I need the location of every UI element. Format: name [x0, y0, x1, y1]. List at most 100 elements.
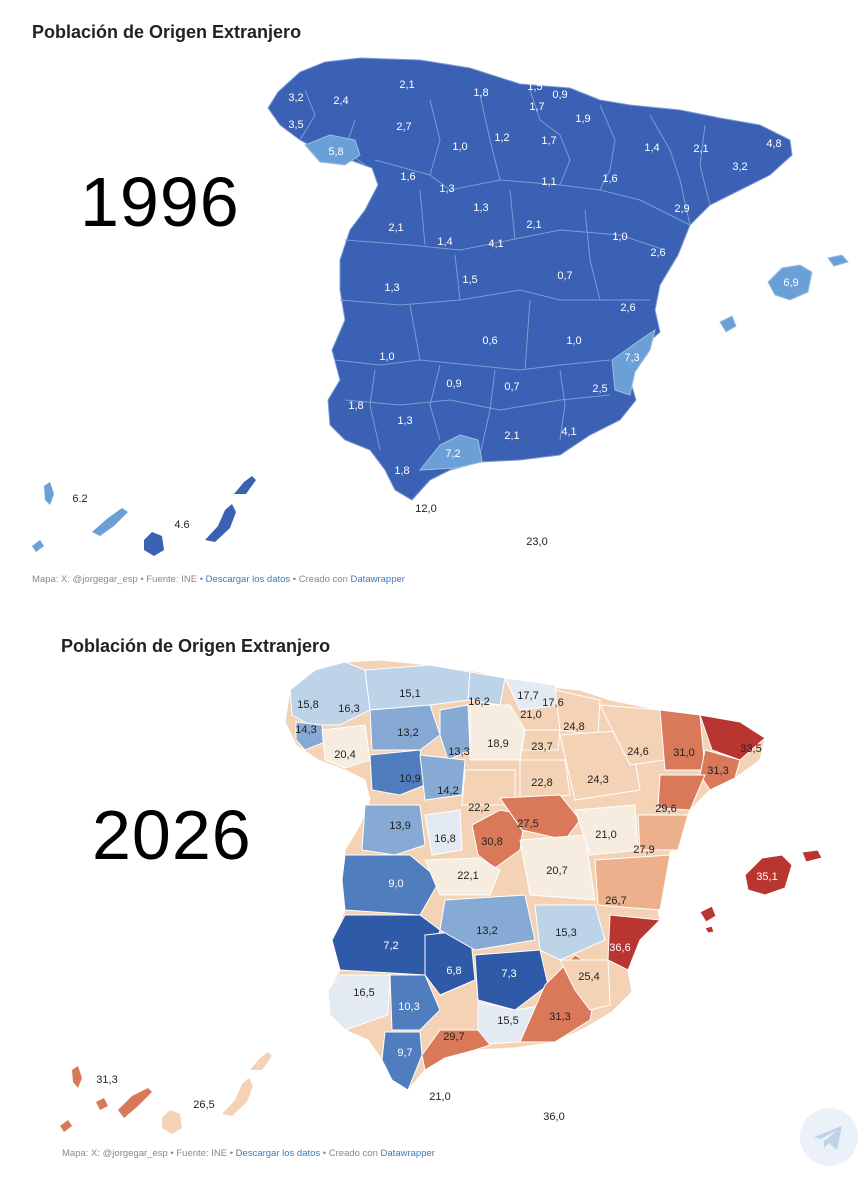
- download-data-link[interactable]: Descargar los datos: [205, 574, 291, 585]
- label-valencia: 26,7: [605, 895, 626, 907]
- region-valladolid: [419, 754, 466, 801]
- label-albacete: 15,3: [555, 927, 576, 939]
- label-murcia: 25,4: [578, 971, 599, 983]
- island-el-hierro: [60, 1120, 72, 1132]
- year-label: 1996: [80, 163, 240, 241]
- map-footer: Mapa: X: @jorgegar_esp • Fuente: INE • D…: [32, 574, 405, 585]
- label-alicante: 7,3: [624, 352, 639, 364]
- label-murcia: 2,5: [592, 383, 607, 395]
- label-asturias: 2,1: [399, 79, 414, 91]
- label-zaragoza: 1,6: [602, 173, 617, 185]
- map-panel-2026: Población de Origen Extranjero 2026: [0, 610, 864, 1200]
- region-almeria-border: [559, 959, 611, 1011]
- label-tarragona: 29,6: [655, 803, 676, 815]
- label-cuenca: 0,7: [557, 270, 572, 282]
- label-la-rioja: 1,7: [541, 135, 556, 147]
- label-cantabria: 16,2: [468, 696, 489, 708]
- datawrapper-link[interactable]: Datawrapper: [350, 574, 405, 585]
- region-madrid: [471, 809, 526, 869]
- label-las-palmas: 4.6: [174, 519, 189, 531]
- datawrapper-link[interactable]: Datawrapper: [380, 1148, 435, 1159]
- value-labels: 15,8 15,1 16,2 17,7 17,6 16,3 21,0 24,8 …: [96, 688, 777, 1123]
- footer-created-with: • Creado con: [292, 574, 348, 585]
- region-castellon: [637, 814, 689, 851]
- label-jaen: 7,3: [501, 968, 516, 980]
- island-menorca: [801, 849, 823, 863]
- label-guadalajara: 27,5: [517, 818, 538, 830]
- label-cuenca: 20,7: [546, 865, 567, 877]
- region-toledo: [424, 857, 501, 896]
- label-guadalajara: 2,1: [526, 219, 541, 231]
- label-palencia: 13,3: [448, 746, 469, 758]
- region-salamanca: [361, 804, 426, 856]
- label-salamanca: 13,9: [389, 820, 410, 832]
- region-cuenca: [519, 834, 596, 901]
- label-caceres: 1,3: [384, 282, 399, 294]
- label-bizkaia: 1,5: [527, 81, 542, 93]
- label-badajoz: 1,0: [379, 351, 394, 363]
- label-malaga: 29,7: [443, 1031, 464, 1043]
- label-pontevedra: 14,3: [295, 724, 316, 736]
- label-lleida: 31,0: [673, 747, 694, 759]
- island-mallorca: [744, 854, 793, 896]
- label-tarragona: 2,9: [674, 203, 689, 215]
- region-valencia: [594, 854, 671, 911]
- label-jaen: 0,7: [504, 381, 519, 393]
- label-las-palmas: 26,5: [193, 1099, 214, 1111]
- island-lanzarote: [250, 1052, 272, 1070]
- label-leon: 13,2: [397, 727, 418, 739]
- label-palencia: 1,0: [452, 141, 467, 153]
- island-lanzarote: [234, 476, 256, 494]
- label-ciudad-real: 13,2: [476, 925, 497, 937]
- label-albacete: 1,0: [566, 335, 581, 347]
- label-soria: 22,8: [531, 777, 552, 789]
- region-soria: [519, 759, 571, 801]
- label-melilla: 36,0: [543, 1111, 564, 1123]
- island-la-palma: [72, 1066, 82, 1088]
- region-girona: [699, 714, 766, 761]
- island-mallorca: [767, 264, 813, 301]
- label-valencia: 2,6: [620, 302, 635, 314]
- label-alava: 21,0: [520, 709, 541, 721]
- map-panel-1996: Población de Origen Extranjero 1996: [32, 22, 849, 585]
- label-alava: 1,7: [529, 101, 544, 113]
- label-toledo: 22,1: [457, 870, 478, 882]
- footer-source: Mapa: X: @jorgegar_esp • Fuente: INE •: [32, 574, 204, 585]
- label-gipuzkoa: 17,6: [542, 697, 563, 709]
- label-avila: 1,4: [437, 236, 452, 248]
- download-data-link[interactable]: Descargar los datos: [235, 1148, 321, 1159]
- region-guadalajara: [499, 794, 581, 841]
- label-burgos: 18,9: [487, 738, 508, 750]
- label-a-coruna: 15,8: [297, 699, 318, 711]
- label-ourense: 20,4: [334, 749, 355, 761]
- label-lleida: 2,1: [693, 143, 708, 155]
- label-sc-tenerife: 6.2: [72, 493, 87, 505]
- label-zaragoza: 24,3: [587, 774, 608, 786]
- label-huelva: 16,5: [353, 987, 374, 999]
- label-valladolid: 1,3: [439, 183, 454, 195]
- region-teruel: [574, 804, 639, 856]
- label-sc-tenerife: 31,3: [96, 1074, 117, 1086]
- province-boundaries: [299, 89, 711, 456]
- label-baleares: 6,9: [783, 277, 798, 289]
- label-burgos: 1,2: [494, 132, 509, 144]
- region-barcelona: [699, 749, 741, 791]
- label-zamora: 10,9: [399, 773, 420, 785]
- footer-created-with: • Creado con: [322, 1148, 378, 1159]
- island-fuerteventura: [222, 1078, 253, 1116]
- island-menorca: [827, 254, 849, 267]
- label-sevilla: 1,3: [397, 415, 412, 427]
- island-la-gomera: [96, 1098, 108, 1110]
- island-el-hierro: [32, 540, 44, 552]
- label-avila: 16,8: [434, 833, 455, 845]
- label-ceuta: 12,0: [415, 503, 436, 515]
- label-navarra: 1,9: [575, 113, 590, 125]
- label-barcelona: 31,3: [707, 765, 728, 777]
- label-alicante: 36,6: [609, 942, 630, 954]
- label-cordoba: 0,9: [446, 378, 461, 390]
- island-tenerife: [92, 508, 128, 536]
- label-almeria: 31,3: [549, 1011, 570, 1023]
- island-gran-canaria: [144, 532, 164, 556]
- label-asturias: 15,1: [399, 688, 420, 700]
- label-soria: 1,1: [541, 176, 556, 188]
